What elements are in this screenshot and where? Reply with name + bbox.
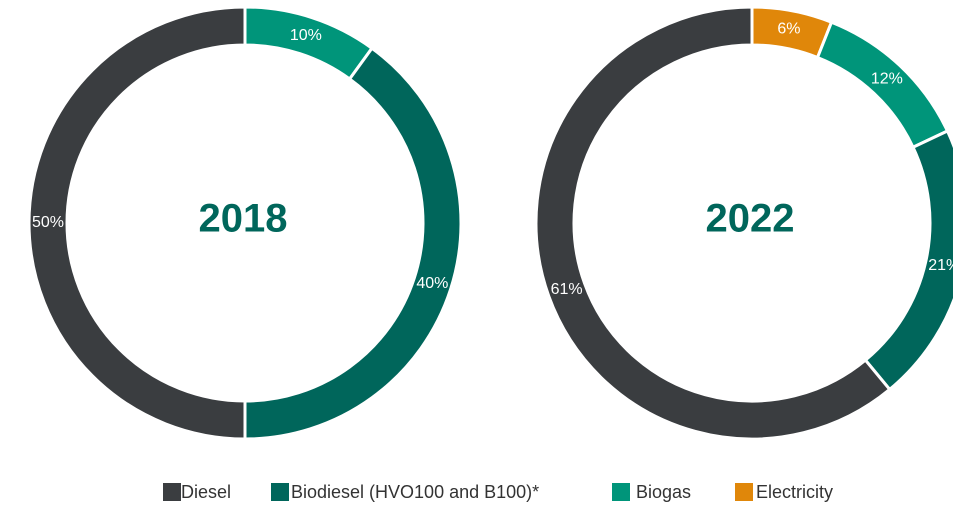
donut-segment: [534, 5, 892, 441]
legend-swatch: [271, 483, 289, 501]
value-label: 50%: [32, 214, 64, 231]
legend-label: Electricity: [756, 482, 833, 502]
legend-swatch: [735, 483, 753, 501]
legend-swatch: [163, 483, 181, 501]
center-label: 2022: [706, 197, 795, 241]
legend-label: Diesel: [181, 482, 231, 502]
legend-swatch: [612, 483, 630, 501]
center-label: 2018: [199, 197, 288, 241]
value-label: 6%: [777, 21, 800, 38]
value-label: 12%: [871, 71, 903, 88]
value-label: 40%: [416, 275, 448, 292]
value-label: 10%: [290, 27, 322, 44]
donut-segment: [243, 46, 463, 441]
value-label: 61%: [551, 281, 583, 298]
donut-segment: [27, 5, 247, 441]
value-label: 21%: [928, 257, 953, 274]
legend-label: Biogas: [636, 482, 691, 502]
legend-label: Biodiesel (HVO100 and B100)*: [291, 482, 539, 502]
